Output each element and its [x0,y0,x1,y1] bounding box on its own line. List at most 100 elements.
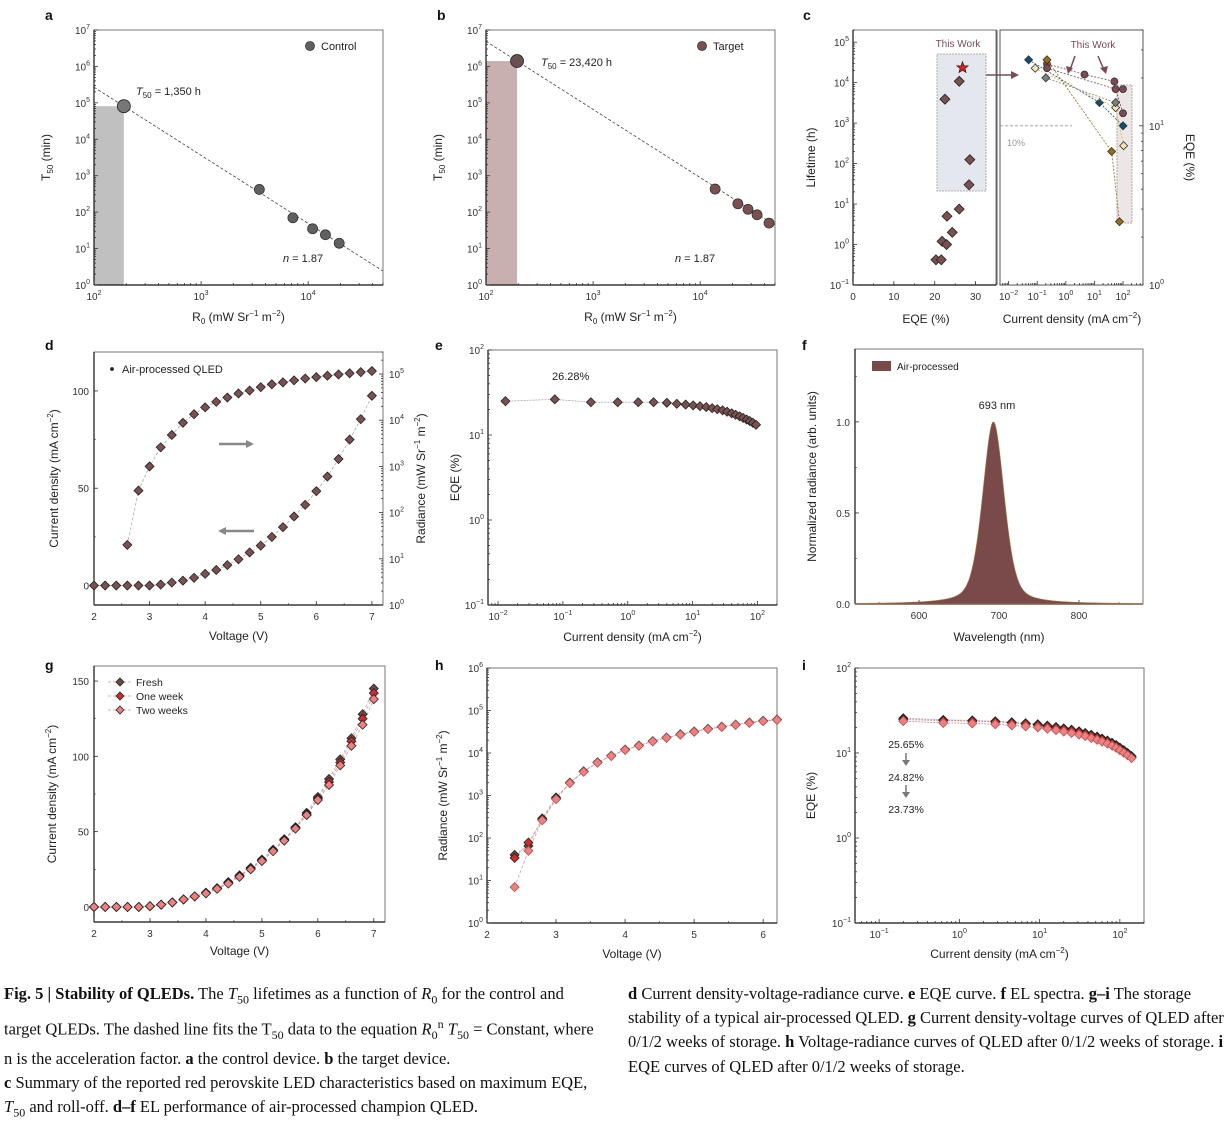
tick-label-text: 100 [467,279,482,292]
panel-label-i: i [802,657,806,673]
x-tick-label: 104 [693,290,708,303]
data-point [311,371,322,383]
data-point [1020,721,1031,732]
data-point [953,203,965,215]
data-point [744,717,755,728]
data-point [1119,109,1127,118]
data-point [290,823,301,834]
tick-label-text: 0.0 [836,600,850,611]
caption-fragment: n [437,1016,444,1031]
data-point [702,724,714,735]
caption-fragment: T [227,984,237,1003]
tick-label-text: 104 [467,133,482,146]
data-point [255,540,266,551]
y-tick-label: 50 [78,828,90,839]
data-point [549,394,560,405]
series-line [514,719,778,856]
y-axis-label: Normalized radiance (arb. units) [805,391,819,562]
data-point [940,238,953,251]
x-tick-label: 6 [314,612,320,623]
data-point [1107,146,1117,157]
x-tick-label: 700 [991,611,1008,622]
x-tick-label: 100 [1058,290,1073,303]
data-point [1119,85,1127,94]
data-point [300,499,311,510]
data-point [941,210,953,222]
tick-label-text: 10−1 [1028,290,1047,303]
series-line [1028,59,1124,127]
data-point [585,397,596,408]
tick-label-text: 102 [389,507,404,520]
data-point [1126,753,1137,764]
rolloff-box [1116,84,1133,224]
data-point [166,577,177,588]
plot-frame [999,29,1144,286]
y-tick-label: 107 [467,24,482,37]
y2-tick-label: 100 [389,599,404,612]
n-annotation: n = 1.87 [675,253,715,265]
tick-label-text: 10−1 [465,599,484,612]
data-point [938,717,949,728]
tick-label-text: 102 [836,662,851,675]
data-point [344,368,355,379]
panel-b: 102 103 104 100 101 102 103 104 105 106 107 Target T… [431,24,776,326]
data-point [133,901,144,913]
data-point [357,719,368,730]
data-point [156,899,167,910]
y-tick-label: 100 [72,387,89,398]
caption-fragment: b [324,1048,334,1068]
tick-label-text: 10−1 [553,610,572,623]
tick-label-text: 100 [469,514,484,527]
data-point [178,894,189,905]
data-point [1024,55,1034,65]
tick-label-text: 0 [83,582,89,593]
data-point [88,901,100,913]
data-point [155,579,166,590]
data-point [671,398,682,409]
data-point [750,419,762,430]
legend-label: Air-processed QLED [122,364,223,376]
data-point [939,93,951,105]
arrow-head [902,792,910,798]
tick-label-text: 104 [301,290,316,303]
tick-label-text: 0.5 [836,509,850,520]
y-tick-label: 104 [75,133,90,146]
data-point [277,522,289,533]
x-tick-label: 102 [1115,290,1130,303]
y-tick-label: 101 [834,198,849,211]
x-axis-label: Voltage (V) [210,944,269,958]
y-tick-label: 102 [469,344,484,357]
y-tick-label: 106 [75,60,90,73]
data-point [255,382,266,393]
data-point [742,203,754,215]
x-axis-label: Current density (mA cm−2) [1003,311,1142,326]
plot-frame [854,667,1145,924]
tick-label-text: 106 [467,60,482,73]
caption-fragment: g–i [1088,984,1110,1003]
data-point [732,198,744,210]
tick-label-text: 0 [850,292,856,303]
y-tick-label: 103 [75,170,90,183]
data-point [323,779,335,791]
data-point [266,379,277,390]
caption-fragment: 50 [271,1027,284,1042]
y-tick-label: 10−1 [465,599,484,612]
legend-marker [115,691,125,701]
data-point [100,580,111,591]
y-tick-label: 0.5 [836,509,850,520]
arrow-head [902,760,910,766]
data-point [936,235,948,247]
panel-label-a: a [45,7,53,23]
spectrum-area [854,421,1144,605]
x-tick-label: 104 [301,290,316,303]
tick-label-text: 101 [836,747,851,760]
x-tick-label: 3 [147,929,153,940]
y-tick-label: 0 [83,582,89,593]
data-point [245,864,256,875]
y-tick-label: 100 [469,514,484,527]
data-point [122,580,133,591]
this-work-star [955,60,970,74]
data-point [500,396,511,407]
plot-frame [486,667,778,924]
arrow-head [1066,66,1073,74]
